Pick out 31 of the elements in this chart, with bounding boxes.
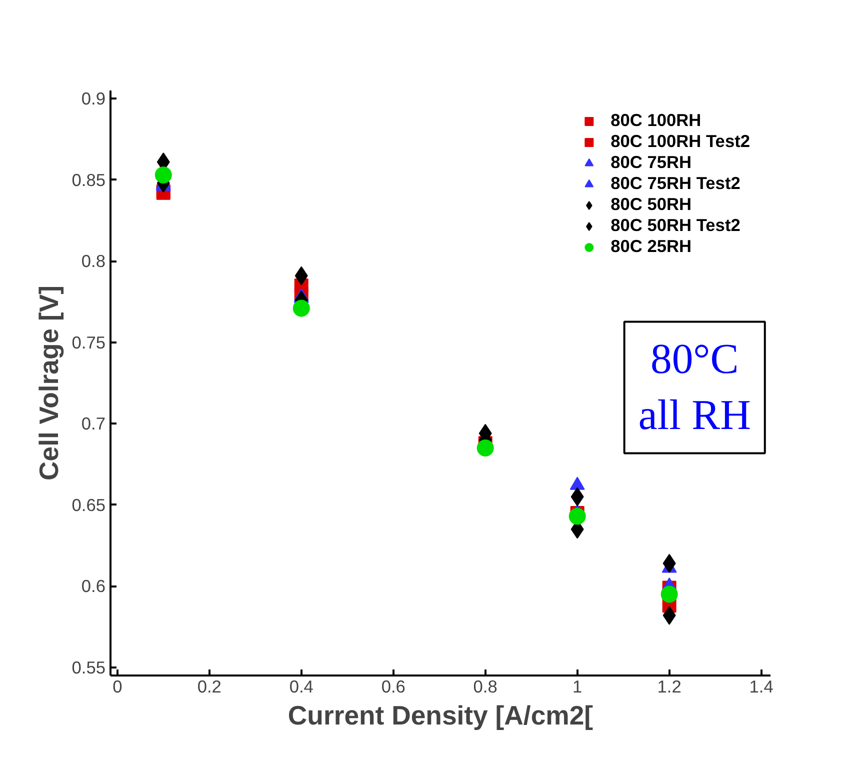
y-tick-label: 0.65	[72, 494, 106, 515]
x-tick-label: 0.2	[197, 676, 222, 696]
y-tick-label: 0.7	[81, 414, 106, 434]
point	[568, 508, 586, 525]
y-tick-label: 0.75	[72, 332, 106, 352]
point	[476, 440, 494, 456]
point	[154, 166, 172, 184]
x-tick-label: 1.2	[657, 676, 682, 696]
y-axis-title: Cell Volrage [V]	[34, 285, 64, 481]
annotation: 80°C all RH	[638, 336, 751, 440]
y-tick-label: 0.9	[81, 88, 106, 109]
x-axis-title: Current Density [A/cm2[	[288, 700, 594, 730]
y-tick-label: 0.8	[81, 251, 106, 272]
y-tick-label: 0.6	[81, 576, 106, 596]
legend-label: 80C 75RH	[610, 152, 692, 173]
x-tick-label: 1	[572, 676, 582, 696]
x-tick-label: 0	[112, 676, 122, 696]
x-tick-label: 0.6	[381, 676, 406, 696]
legend-label: 80C 50RH Test2	[610, 215, 740, 236]
x-tick-label: 1.4	[749, 676, 774, 696]
x-tick-label: 0.4	[289, 676, 314, 696]
y-tick-label: 0.85	[72, 170, 106, 190]
legend-label: 80C 100RH	[610, 110, 702, 131]
y-tick-label: 0.55	[72, 657, 106, 678]
point	[292, 300, 310, 317]
legend-label: 80C 100RH Test2	[610, 131, 750, 152]
point	[660, 586, 678, 603]
legend-label: 80C 25RH	[610, 236, 692, 257]
legend-label: 80C 75RH Test2	[610, 173, 740, 194]
legend-label: 80C 50RH	[610, 194, 692, 215]
x-tick-label: 0.8	[473, 676, 498, 696]
